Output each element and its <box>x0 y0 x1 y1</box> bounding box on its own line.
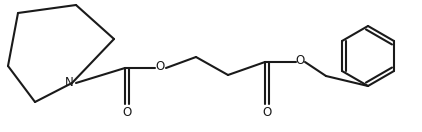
Text: O: O <box>262 105 272 119</box>
Text: O: O <box>122 105 132 119</box>
Text: N: N <box>65 76 73 88</box>
Text: O: O <box>295 55 305 67</box>
Text: O: O <box>155 60 165 74</box>
